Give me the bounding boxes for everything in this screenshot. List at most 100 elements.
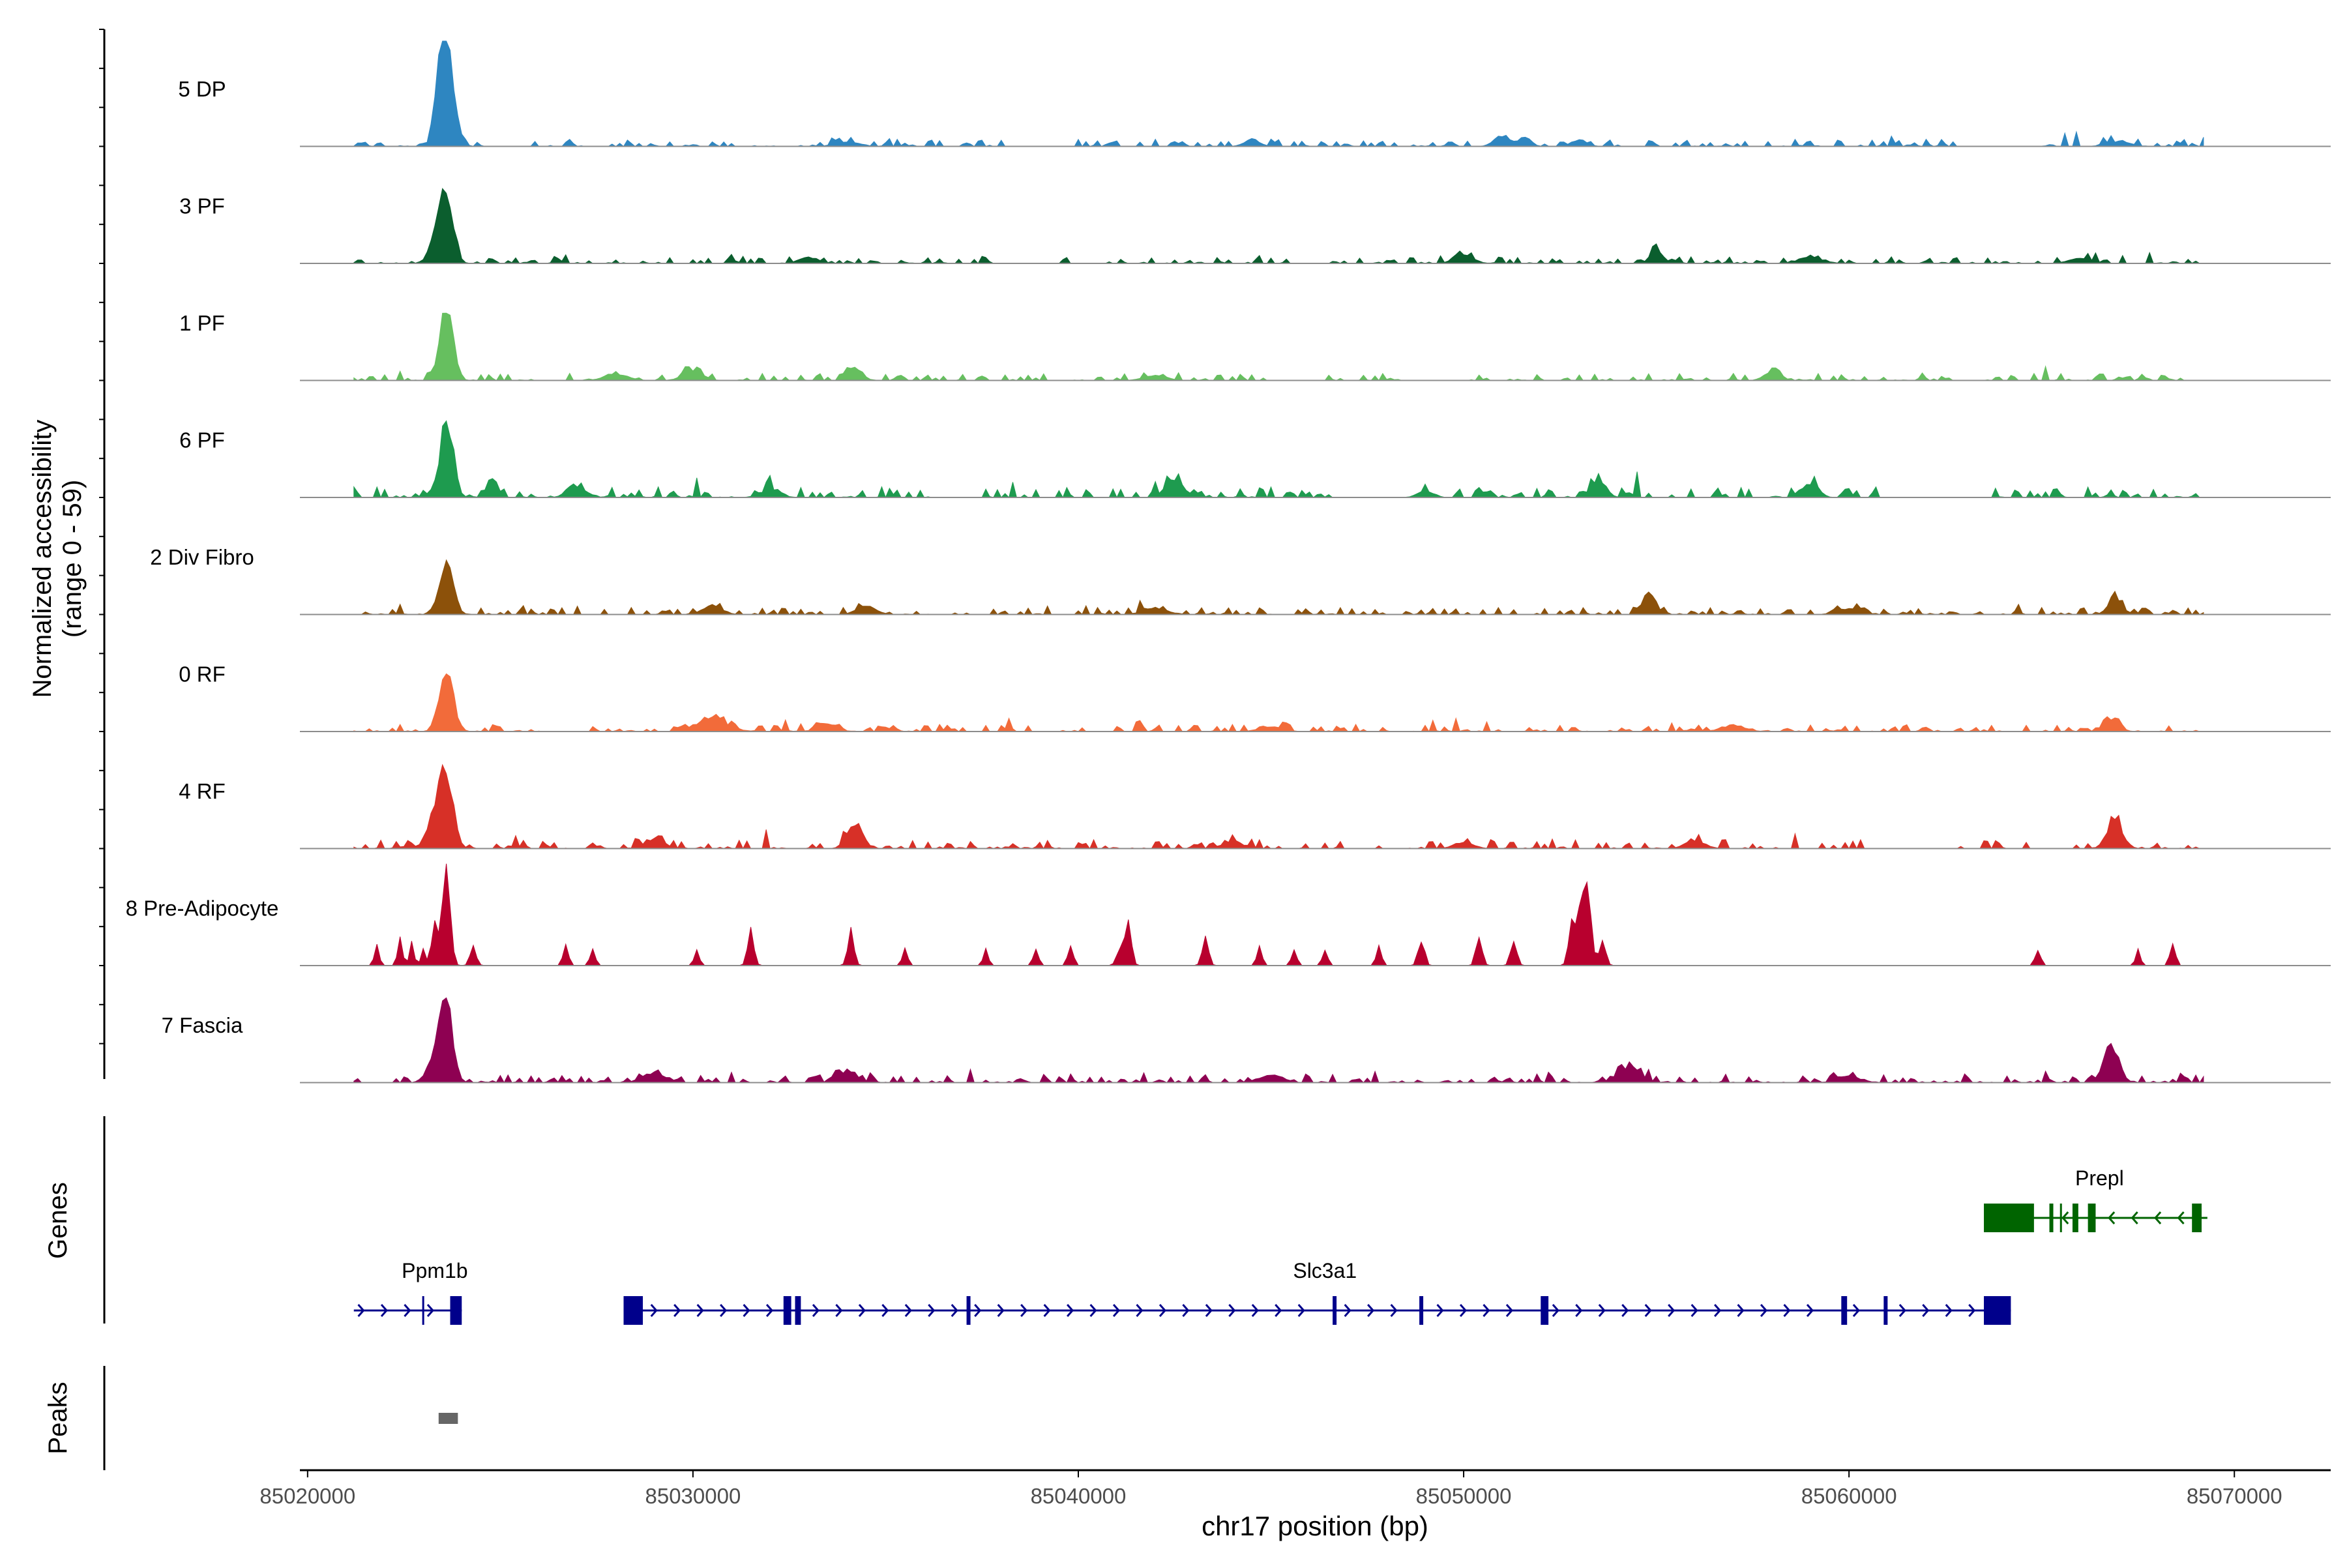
strand-chevron [1852,1304,1860,1317]
strand-chevron [650,1304,658,1317]
exon [783,1296,791,1325]
strand-chevron [380,1304,389,1317]
strand-chevron [765,1304,774,1317]
track-6-pf: 6 PF [179,420,2331,499]
exon [1333,1296,1337,1325]
coverage-tracks: 5 DP 3 PF 1 PF 6 PF 2 Div Fibro 0 RF 4 RF 8 Pre… [126,40,2331,1084]
exon [2072,1204,2078,1232]
strand-chevron [1182,1304,1190,1317]
exon [2049,1204,2054,1232]
strand-chevron [858,1304,866,1317]
strand-chevron [1275,1304,1282,1317]
strand-chevron [1806,1304,1814,1317]
track-3-pf: 3 PF [179,188,2331,264]
exon [1541,1296,1549,1325]
exon [1841,1296,1848,1325]
track-label: 2 Div Fibro [150,545,254,569]
exon [2192,1204,2202,1232]
strand-chevron [1783,1304,1791,1317]
track-0-rf: 0 RF [179,662,2331,733]
strand-chevron [696,1304,704,1317]
strand-chevron [1089,1304,1097,1317]
gene-prepl: Prepl [1984,1166,2207,1232]
strand-chevron [1136,1304,1144,1317]
strand-chevron [1390,1304,1398,1317]
strand-chevron [881,1304,889,1317]
strand-chevron [1714,1304,1722,1317]
strand-chevron [2154,1211,2162,1224]
strand-chevron [997,1304,1005,1317]
strand-chevron [1205,1304,1213,1317]
exon [966,1296,971,1325]
strand-chevron [928,1304,936,1317]
strand-chevron [1690,1304,1698,1317]
y-axis-title-line2: (range 0 - 59) [58,480,87,638]
x-axis-title: chr17 position (bp) [1202,1511,1428,1541]
strand-chevron [835,1304,843,1317]
gene-slc3a1: Slc3a1 [623,1259,2011,1325]
strand-chevron [404,1304,411,1317]
strand-chevron [1344,1304,1351,1317]
strand-chevron [951,1304,958,1317]
exon [450,1296,462,1325]
strand-chevron [426,1304,434,1317]
strand-chevron [2108,1211,2116,1224]
strand-chevron [1436,1304,1444,1317]
track-5-dp: 5 DP [178,40,2331,147]
strand-chevron [2177,1211,2185,1224]
strand-chevron [1483,1304,1490,1317]
coverage-area [353,997,2204,1084]
track-label: 1 PF [179,311,225,335]
strand-chevron [1898,1304,1906,1317]
track-2-div-fibro: 2 Div Fibro [150,545,2331,615]
peaks-track [438,1413,458,1424]
strand-chevron [1251,1304,1259,1317]
x-tick-label: 85030000 [645,1484,741,1508]
gene-ppm1b: Ppm1b [353,1259,468,1325]
track-7-fascia: 7 Fascia [162,997,2331,1084]
strand-chevron [1644,1304,1652,1317]
strand-chevron [2131,1211,2138,1224]
track-label: 0 RF [179,662,226,687]
strand-chevron [1968,1304,1976,1317]
strand-chevron [1737,1304,1745,1317]
exon [1883,1296,1888,1325]
strand-chevron [1505,1304,1513,1317]
strand-chevron [1621,1304,1629,1317]
x-tick-label: 85040000 [1031,1484,1127,1508]
strand-chevron [1159,1304,1166,1317]
exon [1984,1204,2034,1232]
strand-chevron [1922,1304,1930,1317]
strand-chevron [1598,1304,1606,1317]
track-1-pf: 1 PF [179,311,2331,381]
strand-chevron [904,1304,912,1317]
exon [795,1296,801,1325]
exon [623,1296,643,1325]
strand-chevron [743,1304,750,1317]
gene-label: Ppm1b [402,1259,467,1282]
strand-chevron [673,1304,681,1317]
track-label: 7 Fascia [162,1013,243,1037]
genes-section-label: Genes [44,1182,72,1259]
strand-chevron [2061,1211,2069,1224]
strand-chevron [1668,1304,1675,1317]
strand-chevron [1043,1304,1051,1317]
strand-chevron [1945,1304,1953,1317]
strand-chevron [1228,1304,1236,1317]
gene-annotation-track: Ppm1b Slc3a1 Prepl [353,1166,2207,1325]
x-tick-label: 85060000 [1801,1484,1897,1508]
exon [2088,1204,2096,1232]
strand-chevron [720,1304,728,1317]
peaks-section-label: Peaks [44,1382,72,1454]
strand-chevron [1552,1304,1559,1317]
peak-region [438,1413,458,1424]
y-axis-ticks [99,29,104,1044]
strand-chevron [1459,1304,1468,1317]
gene-label: Prepl [2075,1166,2124,1190]
strand-chevron [1020,1304,1028,1317]
strand-chevron [357,1304,365,1317]
strand-chevron [974,1304,982,1317]
x-tick-label: 85070000 [2187,1484,2282,1508]
